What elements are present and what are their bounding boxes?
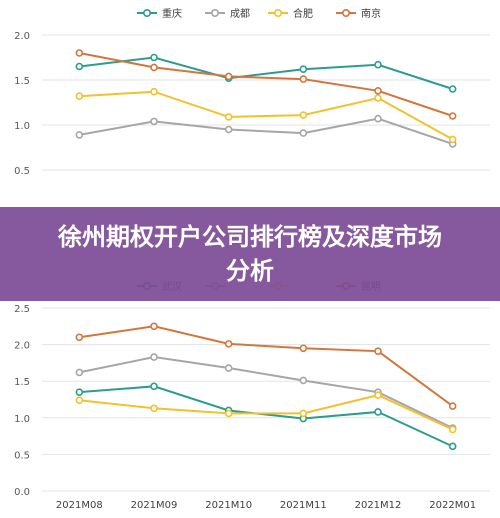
x-tick-label: 2022M01	[429, 500, 476, 511]
legend-label: 合肥	[293, 7, 313, 20]
x-tick-label: 2021M12	[355, 500, 402, 511]
data-point	[224, 72, 233, 81]
data-point	[75, 131, 84, 139]
y-tick-label: 0.5	[14, 450, 30, 461]
x-tick-label: 2021M08	[56, 500, 103, 511]
data-point	[75, 368, 84, 377]
data-point	[75, 388, 84, 396]
legend-item: 南京	[336, 7, 381, 20]
series-line	[79, 385, 454, 448]
data-point	[224, 409, 233, 418]
y-tick-label: 2.0	[14, 341, 30, 352]
data-point	[448, 112, 457, 120]
data-point	[75, 396, 84, 405]
y-tick-label: 0.0	[14, 487, 30, 498]
legend-label: 成都	[230, 8, 250, 20]
data-point	[299, 75, 308, 83]
y-tick-label: 1.0	[14, 414, 30, 425]
y-tick-label: 1.5	[14, 76, 30, 87]
data-point	[150, 63, 158, 72]
series-line	[79, 394, 454, 431]
series-3	[75, 391, 457, 434]
series-3	[75, 87, 457, 144]
series-line	[79, 90, 454, 141]
legend-marker	[143, 9, 152, 18]
data-point	[448, 402, 457, 410]
series-line	[79, 52, 453, 117]
series-4	[75, 322, 457, 410]
legend-item: 重庆	[137, 7, 182, 20]
legend-marker	[341, 9, 350, 18]
y-tick-label: 1.5	[14, 377, 30, 388]
x-tick-label: 2021M11	[280, 500, 327, 511]
data-point	[224, 364, 233, 372]
series-2	[75, 353, 457, 432]
legend-marker	[273, 9, 282, 18]
data-point	[448, 442, 457, 451]
legend-item: 合肥	[268, 7, 313, 20]
y-tick-label: 0.5	[14, 166, 30, 177]
data-point	[299, 65, 308, 73]
series-line	[79, 356, 454, 429]
data-point	[374, 391, 382, 399]
data-point	[374, 94, 382, 102]
data-point	[374, 114, 382, 123]
data-point	[150, 117, 158, 126]
y-tick-label: 2.5	[14, 304, 30, 315]
data-point	[374, 347, 382, 355]
x-tick-label: 2021M10	[205, 500, 252, 511]
data-point	[75, 49, 84, 57]
y-tick-label: 2.0	[14, 31, 30, 42]
data-point	[150, 353, 158, 361]
data-point	[374, 60, 382, 69]
series-1	[75, 382, 457, 451]
series-line	[79, 56, 453, 90]
data-point	[299, 111, 308, 119]
legend-item: 成都	[205, 8, 250, 20]
data-point	[75, 92, 84, 100]
series-line	[79, 325, 454, 407]
title-banner: 徐州期权开户公司排行榜及深度市场分析	[0, 207, 500, 301]
x-tick-label: 2021M09	[131, 500, 178, 511]
series-2	[75, 114, 457, 148]
data-point	[224, 125, 233, 134]
data-point	[150, 322, 158, 331]
data-point	[75, 62, 84, 71]
legend-marker	[211, 9, 220, 18]
series-4	[75, 49, 457, 120]
data-point	[374, 408, 382, 416]
data-point	[448, 425, 457, 434]
y-tick-label: 1.0	[14, 121, 30, 132]
legend-label: 重庆	[162, 7, 182, 20]
legend-label: 南京	[361, 7, 381, 20]
data-point	[299, 376, 308, 385]
data-point	[150, 404, 158, 413]
data-point	[448, 85, 457, 93]
data-point	[299, 344, 308, 353]
series-line	[79, 117, 453, 145]
data-point	[150, 53, 158, 62]
data-point	[299, 129, 308, 137]
data-point	[150, 382, 158, 391]
data-point	[448, 135, 457, 144]
data-point	[224, 340, 233, 348]
data-point	[374, 87, 382, 95]
data-point	[299, 409, 308, 418]
banner-title: 徐州期权开户公司排行榜及深度市场分析	[58, 223, 442, 285]
data-point	[150, 87, 158, 96]
data-point	[224, 113, 233, 121]
series-1	[75, 53, 457, 93]
data-point	[75, 333, 84, 342]
